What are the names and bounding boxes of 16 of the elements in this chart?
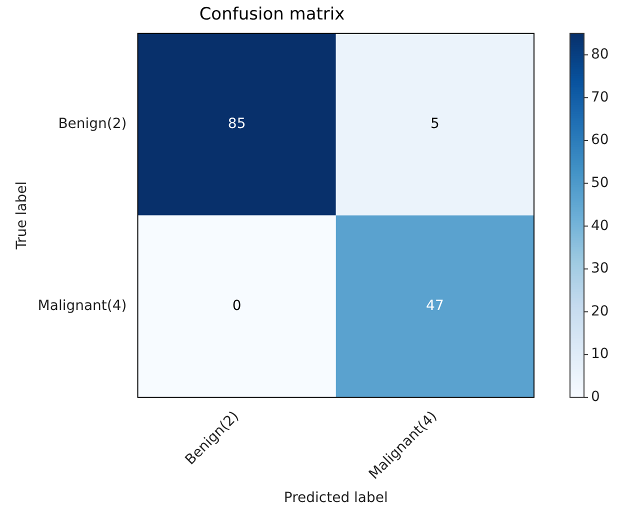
data-label: 0	[232, 298, 242, 314]
y-axis-title: True label	[14, 181, 30, 250]
color-bar-label: 40	[591, 218, 609, 234]
data-label: 47	[426, 298, 444, 314]
color-bar-label: 10	[591, 346, 609, 362]
chart-title: Confusion matrix	[199, 4, 345, 25]
color-bar-label: 60	[591, 132, 609, 148]
data-label: 5	[430, 116, 440, 132]
color-bar-label: 80	[591, 46, 609, 62]
x-axis-title: Predicted label	[284, 490, 388, 506]
data-label: 85	[228, 116, 246, 132]
color-bar-label: 20	[591, 303, 609, 320]
color-bar-label: 0	[591, 389, 600, 406]
color-bar-label: 30	[591, 260, 609, 277]
color-bar-label: 50	[591, 174, 609, 191]
color-bar-label: 70	[591, 89, 609, 106]
